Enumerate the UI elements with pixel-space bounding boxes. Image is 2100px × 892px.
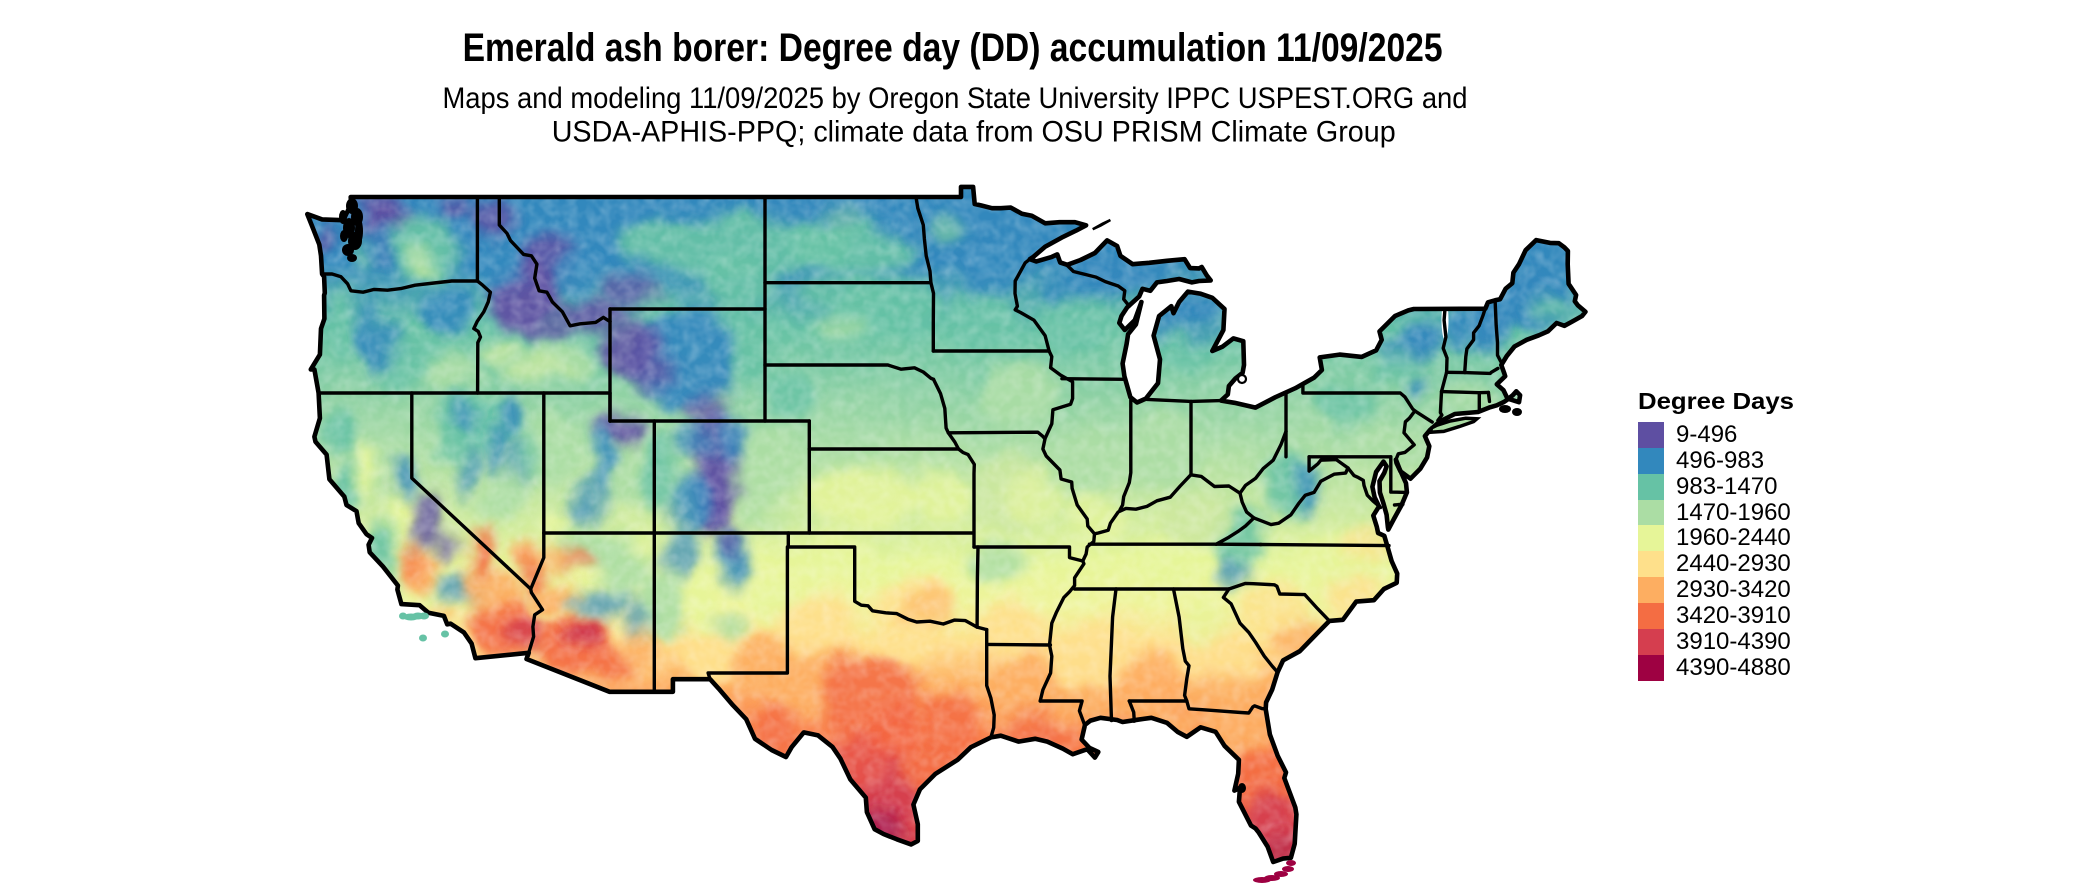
svg-text:Emerald ash borer: Degree day: Emerald ash borer: Degree day (DD) accum…: [463, 26, 1443, 70]
svg-text:USDA-APHIS-PPQ; climate data f: USDA-APHIS-PPQ; climate data from OSU PR…: [552, 116, 1396, 149]
svg-text:Maps and modeling 11/09/2025 b: Maps and modeling 11/09/2025 by Oregon S…: [443, 82, 1468, 115]
svg-text:Degree Days: Degree Days: [1638, 388, 1794, 414]
